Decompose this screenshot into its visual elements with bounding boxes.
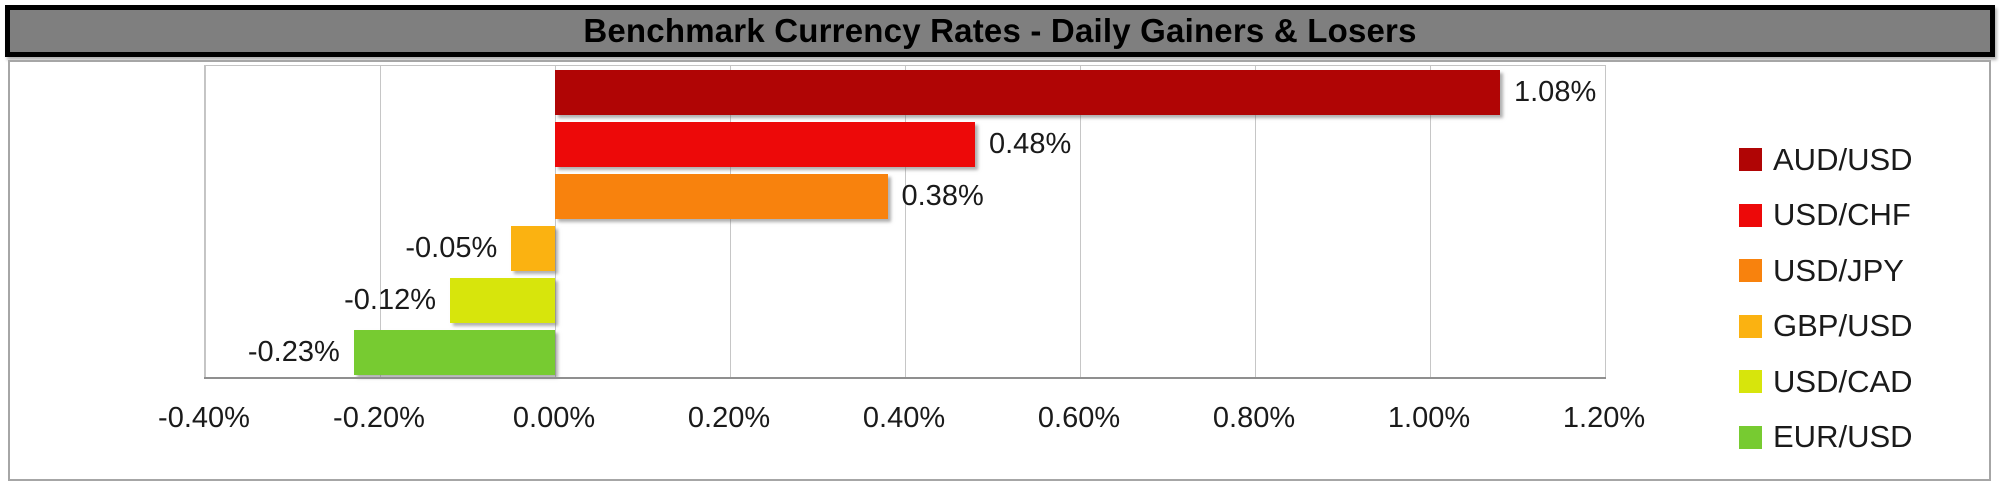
gridline (1429, 66, 1431, 378)
legend-label: USD/CAD (1773, 363, 1913, 399)
legend-item-usd-chf: USD/CHF (1739, 188, 1989, 244)
legend-label: AUD/USD (1773, 141, 1913, 177)
x-tick-label: 0.60% (1037, 402, 1121, 434)
bar-aud-usd (555, 69, 1500, 115)
chart-title: Benchmark Currency Rates - Daily Gainers… (583, 12, 1417, 49)
gridline (904, 66, 906, 378)
bar-gbp-usd (511, 225, 555, 271)
legend: AUD/USD USD/CHF USD/JPY GBP/USD USD/CAD EUR/U… (1739, 132, 1989, 465)
chart-panel: 1.08% 0.48% 0.38% -0.05% -0.12% -0.23% -0.40%… (8, 60, 1991, 481)
gridline (1079, 66, 1081, 378)
gridline (379, 66, 381, 378)
value-label-usd-jpy: 0.38% (901, 179, 984, 212)
title-bar: Benchmark Currency Rates - Daily Gainers… (5, 5, 1995, 57)
legend-label: USD/CHF (1773, 197, 1911, 233)
gridline (1604, 66, 1606, 378)
x-axis-line (204, 377, 1606, 379)
legend-item-eur-usd: EUR/USD (1739, 410, 1989, 466)
gridline (554, 66, 556, 378)
x-tick-label: 1.00% (1387, 402, 1471, 434)
bar-usd-chf (555, 121, 975, 167)
legend-color-swatch (1739, 148, 1762, 172)
value-label-eur-usd: -0.23% (247, 335, 340, 368)
x-tick-label: 0.20% (687, 402, 771, 434)
plot-area: 1.08% 0.48% 0.38% -0.05% -0.12% -0.23% (204, 65, 1606, 379)
legend-label: GBP/USD (1773, 308, 1913, 344)
x-axis-labels: -0.40% -0.20% 0.00% 0.20% 0.40% 0.60% 0.80% 1.0… (158, 402, 1645, 436)
x-tick-label: 1.20% (1562, 402, 1646, 434)
legend-item-usd-cad: USD/CAD (1739, 354, 1989, 410)
bar-eur-usd (353, 329, 555, 375)
x-tick-label: 0.00% (512, 402, 596, 434)
value-label-aud-usd: 1.08% (1514, 75, 1597, 108)
x-tick-label: 0.40% (862, 402, 946, 434)
x-tick-label: 0.80% (1212, 402, 1296, 434)
legend-item-aud-usd: AUD/USD (1739, 132, 1989, 188)
legend-color-swatch (1739, 314, 1762, 338)
legend-color-swatch (1739, 203, 1762, 227)
value-label-usd-cad: -0.12% (344, 283, 436, 316)
legend-item-usd-jpy: USD/JPY (1739, 243, 1989, 299)
legend-item-gbp-usd: GBP/USD (1739, 299, 1989, 355)
x-tick-label: -0.40% (158, 402, 250, 434)
legend-label: EUR/USD (1773, 419, 1913, 455)
x-tick-label: -0.20% (333, 402, 425, 434)
value-label-gbp-usd: -0.05% (405, 231, 498, 264)
gridline (729, 66, 731, 378)
value-label-usd-chf: 0.48% (989, 127, 1072, 160)
legend-color-swatch (1739, 259, 1762, 283)
gridline (204, 66, 206, 378)
legend-color-swatch (1739, 425, 1762, 449)
legend-label: USD/JPY (1773, 252, 1904, 288)
gridline (1254, 66, 1256, 378)
bar-usd-jpy (555, 173, 888, 219)
legend-color-swatch (1739, 370, 1762, 394)
bar-usd-cad (450, 277, 555, 323)
